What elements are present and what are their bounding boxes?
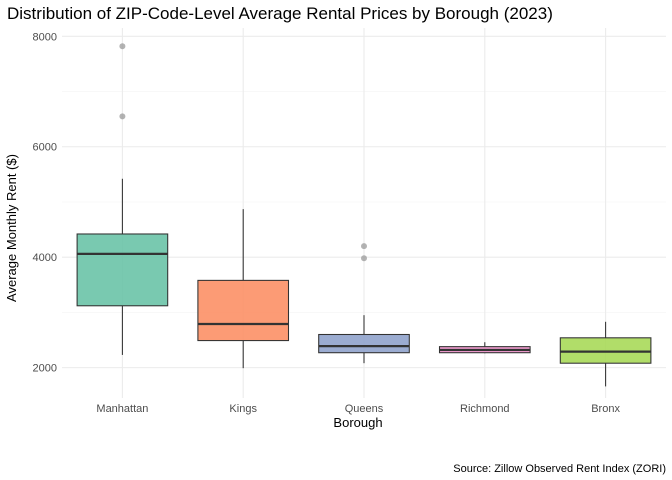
chart-title: Distribution of ZIP-Code-Level Average R… xyxy=(7,4,553,23)
outlier-point xyxy=(119,113,126,120)
box-bronx xyxy=(559,321,652,387)
outlier-point xyxy=(361,243,367,250)
x-tick-label: Manhattan xyxy=(96,403,148,415)
outlier-point xyxy=(119,43,126,50)
y-tick-label: 6000 xyxy=(33,142,57,154)
x-tick-label: Bronx xyxy=(591,403,620,415)
x-tick-label: Kings xyxy=(229,403,257,415)
y-tick-label: 8000 xyxy=(33,31,57,43)
boxes xyxy=(76,43,652,387)
x-tick-labels: Manhattan Kings Queens Richmond Bronx xyxy=(96,403,620,415)
y-axis-title: Average Monthly Rent ($) xyxy=(4,154,19,302)
source-caption: Source: Zillow Observed Rent Index (ZORI… xyxy=(453,463,666,475)
x-tick-label: Queens xyxy=(345,403,384,415)
x-axis-title: Borough xyxy=(333,415,382,430)
box-richmond xyxy=(438,342,531,354)
box-manhattan xyxy=(76,43,169,355)
iqr-box xyxy=(318,333,410,354)
x-tick-label: Richmond xyxy=(460,403,510,415)
iqr-box xyxy=(76,233,169,307)
iqr-box xyxy=(559,337,652,364)
iqr-box xyxy=(197,279,290,342)
y-tick-label: 4000 xyxy=(33,252,57,264)
box-kings xyxy=(197,209,290,369)
y-tick-label: 2000 xyxy=(33,363,57,375)
outlier-point xyxy=(361,255,367,262)
y-tick-labels: 2000 4000 6000 8000 xyxy=(33,31,57,374)
box-queens xyxy=(318,243,410,364)
